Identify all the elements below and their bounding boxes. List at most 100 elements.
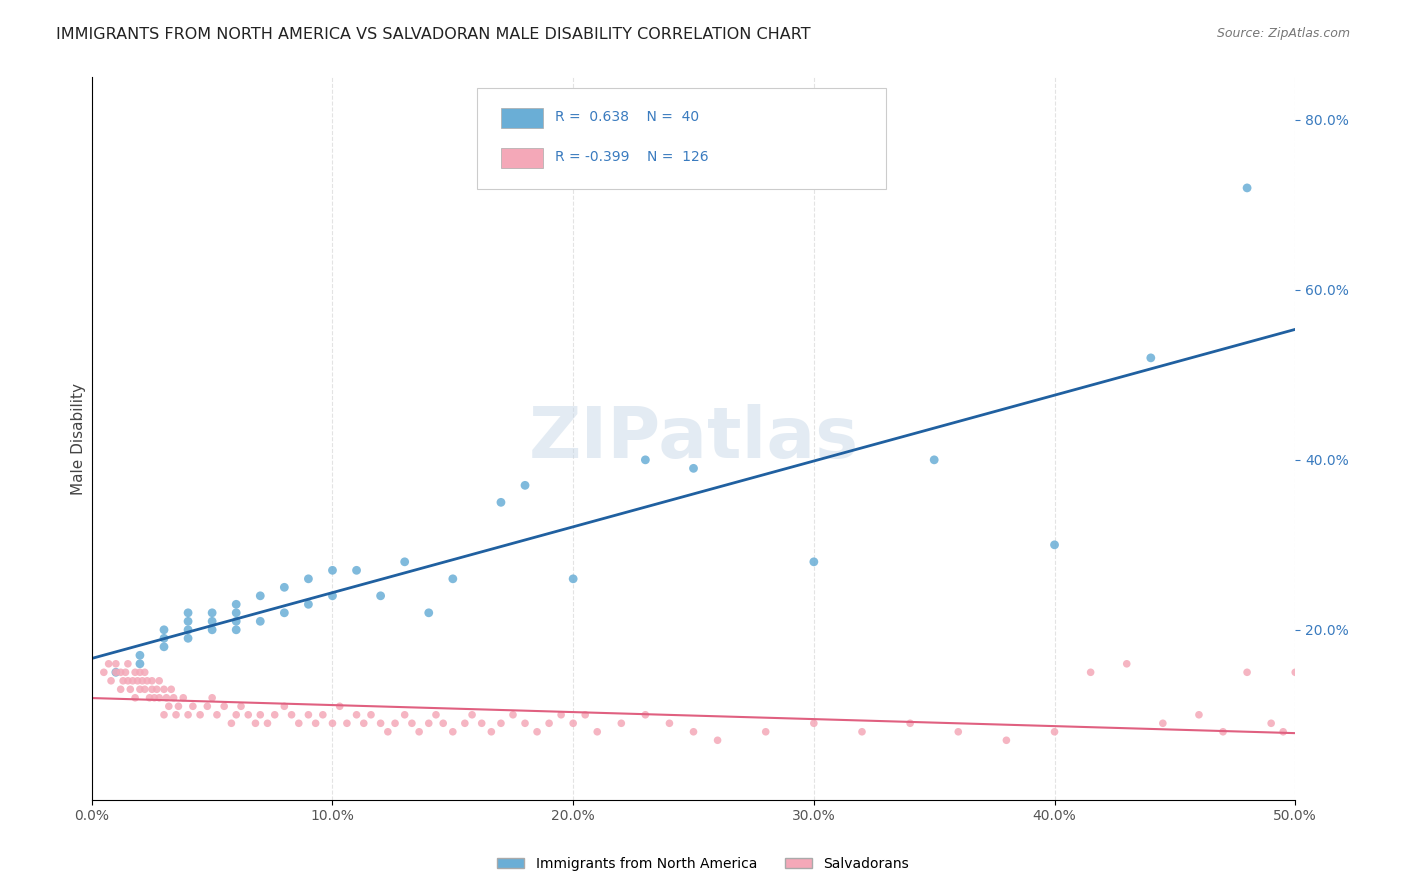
- Point: [1236, 665, 1258, 680]
- Point: [1152, 716, 1174, 731]
- Text: ZIPatlas: ZIPatlas: [529, 404, 859, 473]
- Point: [682, 461, 704, 475]
- Point: [586, 724, 609, 739]
- Point: [129, 657, 152, 671]
- Point: [162, 690, 184, 705]
- Point: [134, 665, 156, 680]
- Point: [167, 699, 190, 714]
- Point: [803, 555, 825, 569]
- Point: [454, 716, 477, 731]
- Point: [136, 673, 159, 688]
- Point: [280, 707, 302, 722]
- Point: [110, 665, 132, 680]
- Point: [1140, 351, 1163, 365]
- Point: [634, 453, 657, 467]
- Point: [177, 632, 200, 646]
- Point: [188, 707, 211, 722]
- Point: [129, 665, 152, 680]
- Bar: [501, 147, 543, 168]
- Point: [1320, 733, 1343, 747]
- Point: [124, 690, 146, 705]
- Point: [418, 716, 440, 731]
- Point: [321, 563, 343, 577]
- Point: [1327, 724, 1350, 739]
- Point: [346, 707, 368, 722]
- Point: [1375, 741, 1398, 756]
- Point: [321, 716, 343, 731]
- Y-axis label: Male Disability: Male Disability: [72, 383, 86, 494]
- Point: [441, 572, 464, 586]
- Point: [1289, 657, 1312, 671]
- Point: [205, 707, 228, 722]
- Point: [138, 690, 160, 705]
- Point: [153, 682, 176, 697]
- Point: [425, 707, 447, 722]
- Point: [129, 648, 152, 663]
- Point: [1236, 181, 1258, 195]
- Point: [256, 716, 278, 731]
- Point: [117, 673, 139, 688]
- Point: [104, 657, 127, 671]
- Point: [1344, 733, 1367, 747]
- Point: [1043, 538, 1066, 552]
- Point: [1043, 724, 1066, 739]
- Point: [245, 716, 267, 731]
- Point: [273, 699, 295, 714]
- Point: [321, 589, 343, 603]
- Point: [377, 724, 399, 739]
- Point: [634, 707, 657, 722]
- Point: [297, 597, 319, 611]
- Point: [401, 716, 423, 731]
- Point: [114, 665, 136, 680]
- Point: [418, 606, 440, 620]
- Point: [610, 716, 633, 731]
- Point: [1368, 750, 1391, 764]
- Point: [221, 716, 243, 731]
- Point: [110, 682, 132, 697]
- Point: [93, 665, 115, 680]
- Point: [97, 657, 120, 671]
- Point: [153, 623, 176, 637]
- Point: [131, 673, 153, 688]
- Point: [1115, 657, 1137, 671]
- Point: [502, 707, 524, 722]
- Text: R =  0.638    N =  40: R = 0.638 N = 40: [555, 111, 699, 124]
- Point: [288, 716, 311, 731]
- Bar: [501, 108, 543, 128]
- Point: [360, 707, 382, 722]
- Point: [329, 699, 352, 714]
- Point: [1331, 733, 1354, 747]
- Point: [134, 682, 156, 697]
- Point: [562, 716, 585, 731]
- Point: [755, 724, 778, 739]
- Point: [1337, 741, 1360, 756]
- Point: [104, 665, 127, 680]
- Point: [1313, 741, 1336, 756]
- Point: [1260, 716, 1282, 731]
- Point: [489, 495, 512, 509]
- Point: [249, 589, 271, 603]
- Point: [273, 580, 295, 594]
- Point: [153, 632, 176, 646]
- Point: [346, 563, 368, 577]
- Point: [898, 716, 921, 731]
- Point: [249, 707, 271, 722]
- Point: [238, 707, 260, 722]
- Text: R = -0.399    N =  126: R = -0.399 N = 126: [555, 150, 709, 164]
- Point: [263, 707, 285, 722]
- Point: [297, 572, 319, 586]
- Point: [1308, 733, 1330, 747]
- Point: [1296, 724, 1319, 739]
- Point: [148, 690, 170, 705]
- Point: [803, 716, 825, 731]
- Point: [562, 572, 585, 586]
- Point: [177, 615, 200, 629]
- Point: [143, 690, 166, 705]
- Point: [177, 707, 200, 722]
- Point: [201, 623, 224, 637]
- Point: [1294, 733, 1316, 747]
- Point: [201, 615, 224, 629]
- Point: [104, 665, 127, 680]
- Point: [117, 657, 139, 671]
- Point: [1272, 724, 1295, 739]
